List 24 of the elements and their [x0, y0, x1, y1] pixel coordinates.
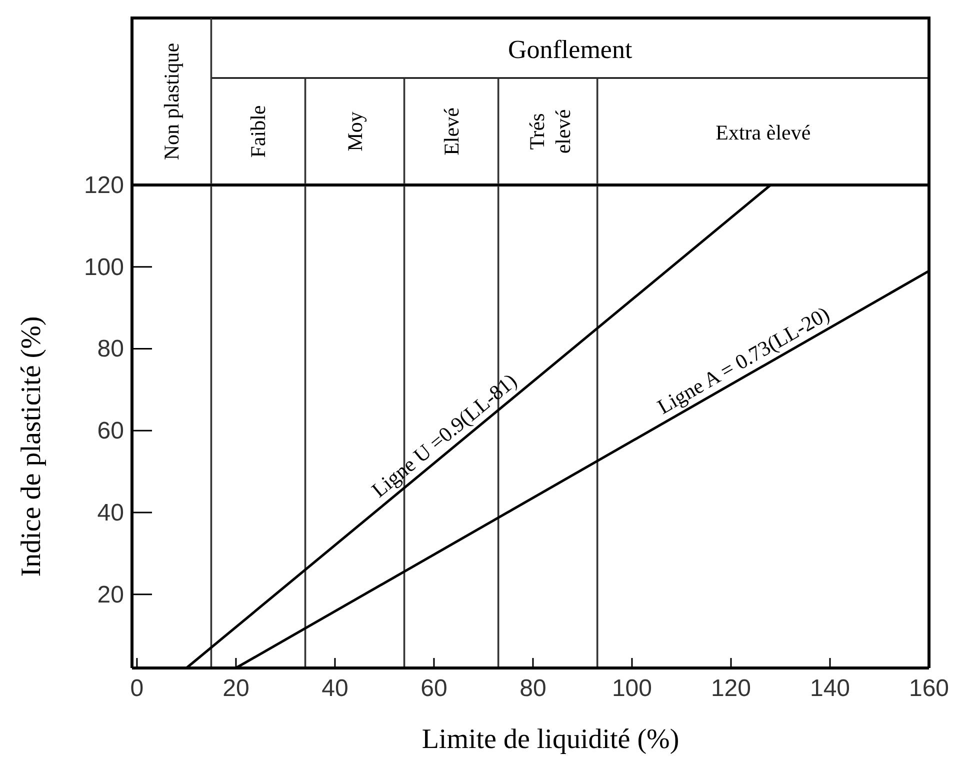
text: Trés elevé [524, 109, 575, 154]
x-tick-label: 0 [130, 675, 144, 702]
y-tick-label: 20 [97, 581, 124, 608]
y-tick-label: 40 [97, 499, 124, 526]
text: Elevé [439, 108, 464, 156]
x-tick-label: 120 [710, 675, 752, 702]
text: Non plastique [160, 42, 184, 160]
y-tick-label: 80 [97, 336, 124, 363]
text: Gonflement [508, 35, 633, 64]
y-tick-label: 100 [84, 254, 124, 281]
x-tick-label: 80 [520, 675, 546, 702]
x-tick-label: 60 [420, 675, 448, 702]
y-axis-title: Indice de plasticité (%) [16, 316, 47, 577]
text: Extra èlevé [716, 120, 811, 144]
x-tick-label: 100 [612, 675, 652, 702]
x-tick-label: 140 [810, 675, 850, 702]
y-tick-label: 60 [97, 418, 124, 445]
text: Moy [342, 111, 367, 152]
x-tick-label: 20 [222, 675, 250, 702]
x-tick-label: 40 [322, 675, 348, 702]
x-tick-label: 160 [908, 675, 950, 702]
y-tick-label: 120 [84, 172, 124, 199]
x-axis-title: Limite de liquidité (%) [422, 724, 680, 755]
text: Faible [246, 105, 270, 158]
